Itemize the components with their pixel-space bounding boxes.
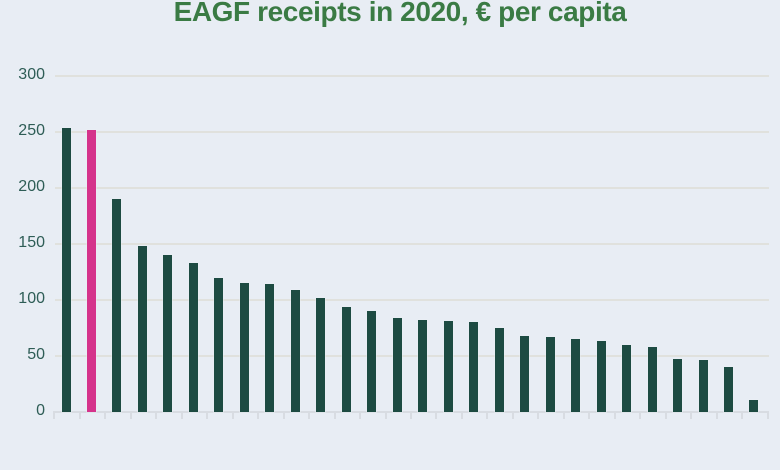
gridline	[55, 243, 769, 245]
bar	[316, 297, 326, 412]
x-axis-tick	[282, 413, 285, 419]
x-axis-tick	[206, 413, 209, 419]
x-axis-tick	[690, 413, 693, 419]
bar	[596, 341, 606, 412]
bar	[418, 320, 428, 412]
gridline	[55, 75, 769, 77]
x-axis-tick	[384, 413, 387, 419]
x-axis-tick	[53, 413, 56, 419]
x-axis-tick	[588, 413, 591, 419]
bar	[290, 289, 300, 412]
bar	[188, 263, 198, 412]
highlighted-bar	[86, 129, 96, 412]
x-axis-tick	[435, 413, 438, 419]
x-axis-tick	[766, 413, 769, 419]
bar	[647, 347, 657, 412]
bar	[112, 199, 122, 412]
bar	[571, 339, 581, 412]
x-axis-tick	[639, 413, 642, 419]
y-axis-tick-label: 300	[18, 66, 45, 83]
bar	[723, 367, 733, 412]
x-axis-tick	[460, 413, 463, 419]
bar	[163, 255, 173, 412]
x-axis-tick	[741, 413, 744, 419]
chart-title: EAGF receipts in 2020, € per capita	[173, 0, 627, 27]
gridline	[55, 355, 769, 357]
gridline	[55, 187, 769, 189]
bar	[341, 306, 351, 412]
y-axis-tick-label: 0	[36, 402, 45, 419]
x-axis-tick	[308, 413, 311, 419]
y-axis-tick-label: 100	[18, 290, 45, 307]
bar	[137, 246, 147, 412]
x-axis-tick	[715, 413, 718, 419]
x-axis-tick	[129, 413, 132, 419]
x-axis-tick	[231, 413, 234, 419]
x-axis-tick	[664, 413, 667, 419]
y-axis-tick-label: 50	[27, 346, 45, 363]
bar	[61, 127, 71, 412]
x-axis-tick	[180, 413, 183, 419]
x-axis-tick	[511, 413, 514, 419]
bar	[545, 336, 555, 412]
y-axis-tick-label: 250	[18, 122, 45, 139]
x-axis-line	[53, 411, 769, 413]
bar	[265, 284, 275, 412]
x-axis-tick	[562, 413, 565, 419]
bar	[749, 399, 759, 412]
x-axis-tick	[333, 413, 336, 419]
x-axis-tick	[78, 413, 81, 419]
bar	[469, 322, 479, 412]
bar	[698, 360, 708, 412]
bar	[443, 321, 453, 412]
x-axis-tick	[486, 413, 489, 419]
x-axis-tick	[104, 413, 107, 419]
bar	[392, 317, 402, 412]
bar	[214, 277, 224, 412]
gridline	[55, 299, 769, 301]
bar	[367, 311, 377, 412]
x-axis-tick	[613, 413, 616, 419]
y-axis-tick-label: 200	[18, 178, 45, 195]
bar	[494, 328, 504, 412]
x-axis-tick	[409, 413, 412, 419]
gridline	[55, 131, 769, 133]
x-axis-tick	[359, 413, 362, 419]
x-axis-tick	[537, 413, 540, 419]
x-axis-tick	[155, 413, 158, 419]
bar	[622, 344, 632, 412]
x-axis-tick	[257, 413, 260, 419]
bar	[520, 335, 530, 412]
bar	[239, 283, 249, 412]
bar	[673, 359, 683, 412]
y-axis-tick-label: 150	[18, 234, 45, 251]
